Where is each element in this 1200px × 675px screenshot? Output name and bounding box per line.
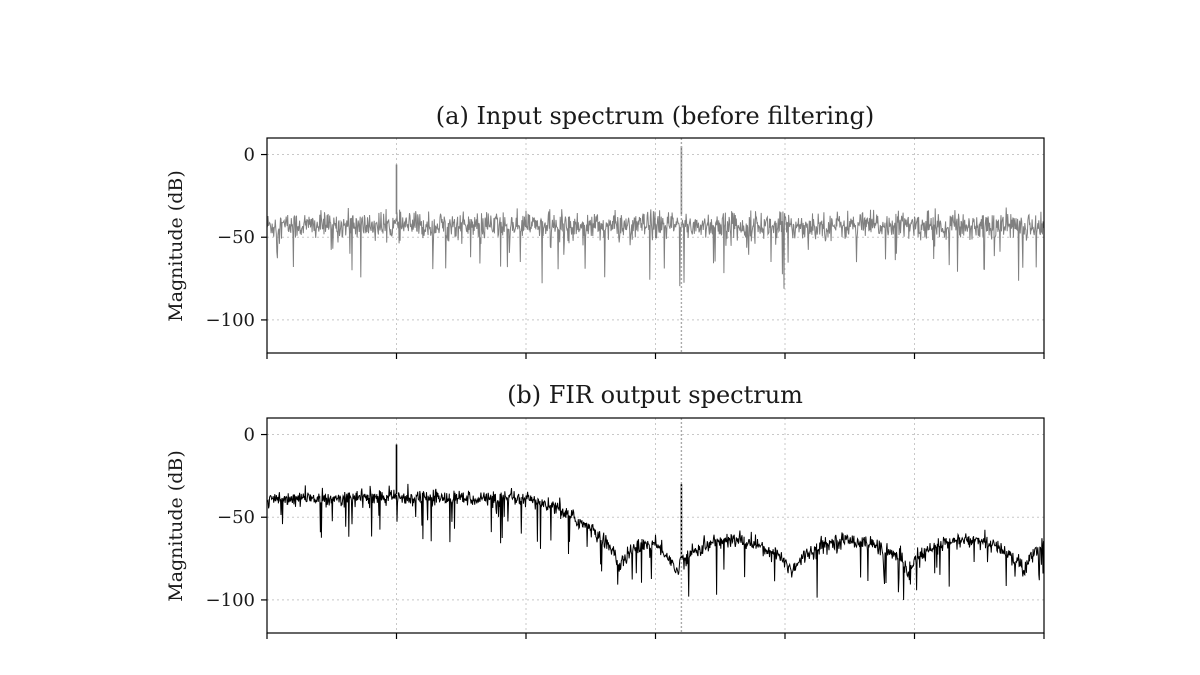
series-line [266,207,1045,289]
grid [267,418,1044,633]
y-ticks: 0 −50 −100 [206,425,267,611]
y-tick-label: 0 [244,145,255,166]
y-axis-label: Magnitude (dB) [165,170,187,322]
axes-frame [266,417,1045,634]
x-ticks [266,633,1045,639]
y-tick-label: −100 [206,590,255,611]
plot-area [266,418,1045,633]
y-tick-label: −50 [217,227,255,248]
y-tick-label: −50 [217,507,255,528]
y-tick-label: 0 [244,425,255,446]
subplot-input-spectrum: (a) Input spectrum (before filtering) 0 −… [165,102,1045,359]
x-ticks [266,353,1045,359]
y-axis-label: Magnitude (dB) [165,450,187,602]
axes-frame [266,137,1045,354]
subplot-fir-output-spectrum: (b) FIR output spectrum 0 −50 −100 Magnitu… [165,381,1045,639]
subplot-title: (a) Input spectrum (before filtering) [436,102,874,130]
y-ticks: 0 −50 −100 [206,145,267,331]
grid [267,138,1044,353]
plot-area [266,138,1045,353]
series-line [266,483,1045,601]
y-tick-label: −100 [206,310,255,331]
subplot-title: (b) FIR output spectrum [507,381,803,409]
